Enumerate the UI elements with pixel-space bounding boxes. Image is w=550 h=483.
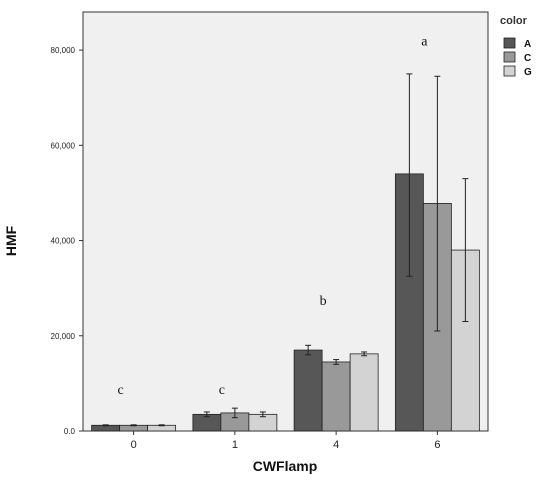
y-axis: 0.0 20,000 40,000 60,000 80,000 bbox=[51, 46, 83, 436]
bar-A-4 bbox=[293, 349, 323, 432]
significance-letter: b bbox=[320, 294, 327, 309]
x-tick-label: 6 bbox=[434, 439, 440, 451]
y-tick-label: 20,000 bbox=[51, 332, 76, 341]
bar-C-4 bbox=[321, 361, 351, 432]
legend-title: color bbox=[500, 15, 528, 27]
legend-swatch-A bbox=[503, 37, 516, 49]
error-bars-group bbox=[102, 73, 469, 427]
legend-swatch-C bbox=[503, 51, 516, 63]
y-tick-label: 0.0 bbox=[64, 427, 76, 436]
significance-letter: a bbox=[421, 34, 428, 49]
significance-letters: c c b a bbox=[118, 34, 429, 398]
bar-G-4 bbox=[349, 353, 379, 432]
x-tick-label: 4 bbox=[333, 439, 339, 451]
y-tick-label: 80,000 bbox=[51, 46, 76, 55]
x-axis: 0 1 4 6 bbox=[131, 431, 440, 451]
x-tick-label: 1 bbox=[232, 439, 238, 451]
y-tick-label: 40,000 bbox=[51, 237, 76, 246]
y-tick-label: 60,000 bbox=[51, 141, 76, 150]
significance-letter: c bbox=[118, 383, 124, 398]
legend: color ACG bbox=[500, 15, 532, 78]
x-tick-label: 0 bbox=[131, 439, 137, 451]
legend-label-G: G bbox=[524, 67, 532, 78]
y-axis-title: HMF bbox=[3, 225, 19, 256]
legend-label-A: A bbox=[524, 39, 531, 50]
legend-label-C: C bbox=[524, 53, 531, 64]
x-axis-title: CWFlamp bbox=[253, 458, 318, 474]
legend-swatch-G bbox=[503, 65, 516, 77]
significance-letter: c bbox=[219, 383, 225, 398]
